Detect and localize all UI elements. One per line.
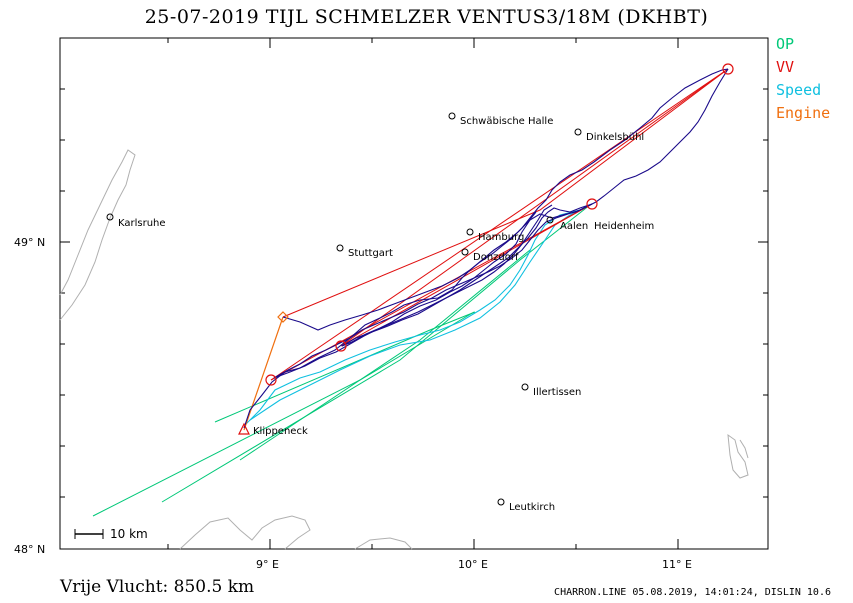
town-illertissen: Illertissen [533,387,581,398]
town-stuttgart: Stuttgart [348,248,393,259]
x-tick-11: 11° E [662,558,692,571]
legend: OP VV Speed Engine [776,33,830,125]
map-title: 25-07-2019 TIJL SCHMELZER VENTUS3/18M (D… [144,6,709,28]
x-tick-10: 10° E [458,558,488,571]
op-lines [92,204,591,517]
legend-vv: VV [776,58,795,76]
scale-bar: 10 km [74,527,148,541]
town-heidenheim: Heidenheim [594,221,654,232]
engine-marker [277,311,289,323]
town-aalen: Aalen [560,221,588,232]
flight-track [243,68,729,429]
legend-speed: Speed [776,81,822,99]
coastlines [59,149,749,550]
town-schwabische-halle: Schwäbische Halle [460,116,553,127]
y-tick-48: 48° N [14,543,45,556]
speed-track [244,203,593,426]
town-klippeneck: Klippeneck [253,426,308,437]
legend-engine: Engine [776,104,831,122]
x-tick-9: 9° E [256,558,279,571]
legend-op: OP [776,35,795,53]
distance-label: Vrije Vlucht: 850.5 km [60,577,255,597]
town-dinkelsbuhl: Dinkelsbühl [586,132,644,143]
engine-track [243,316,284,431]
credits-label: CHARRON.LINE 05.08.2019, 14:01:24, DISLI… [554,587,831,598]
waypoint-markers [238,63,734,435]
town-markers [106,112,582,506]
town-donzdorf: Donzdorf [473,252,519,263]
scale-bar-label: 10 km [110,527,148,541]
town-karlsruhe: Karlsruhe [118,218,166,229]
town-leutkirch: Leutkirch [509,502,555,513]
town-hamburg: Hamburg [478,232,524,243]
y-tick-49: 49° N [14,236,45,249]
